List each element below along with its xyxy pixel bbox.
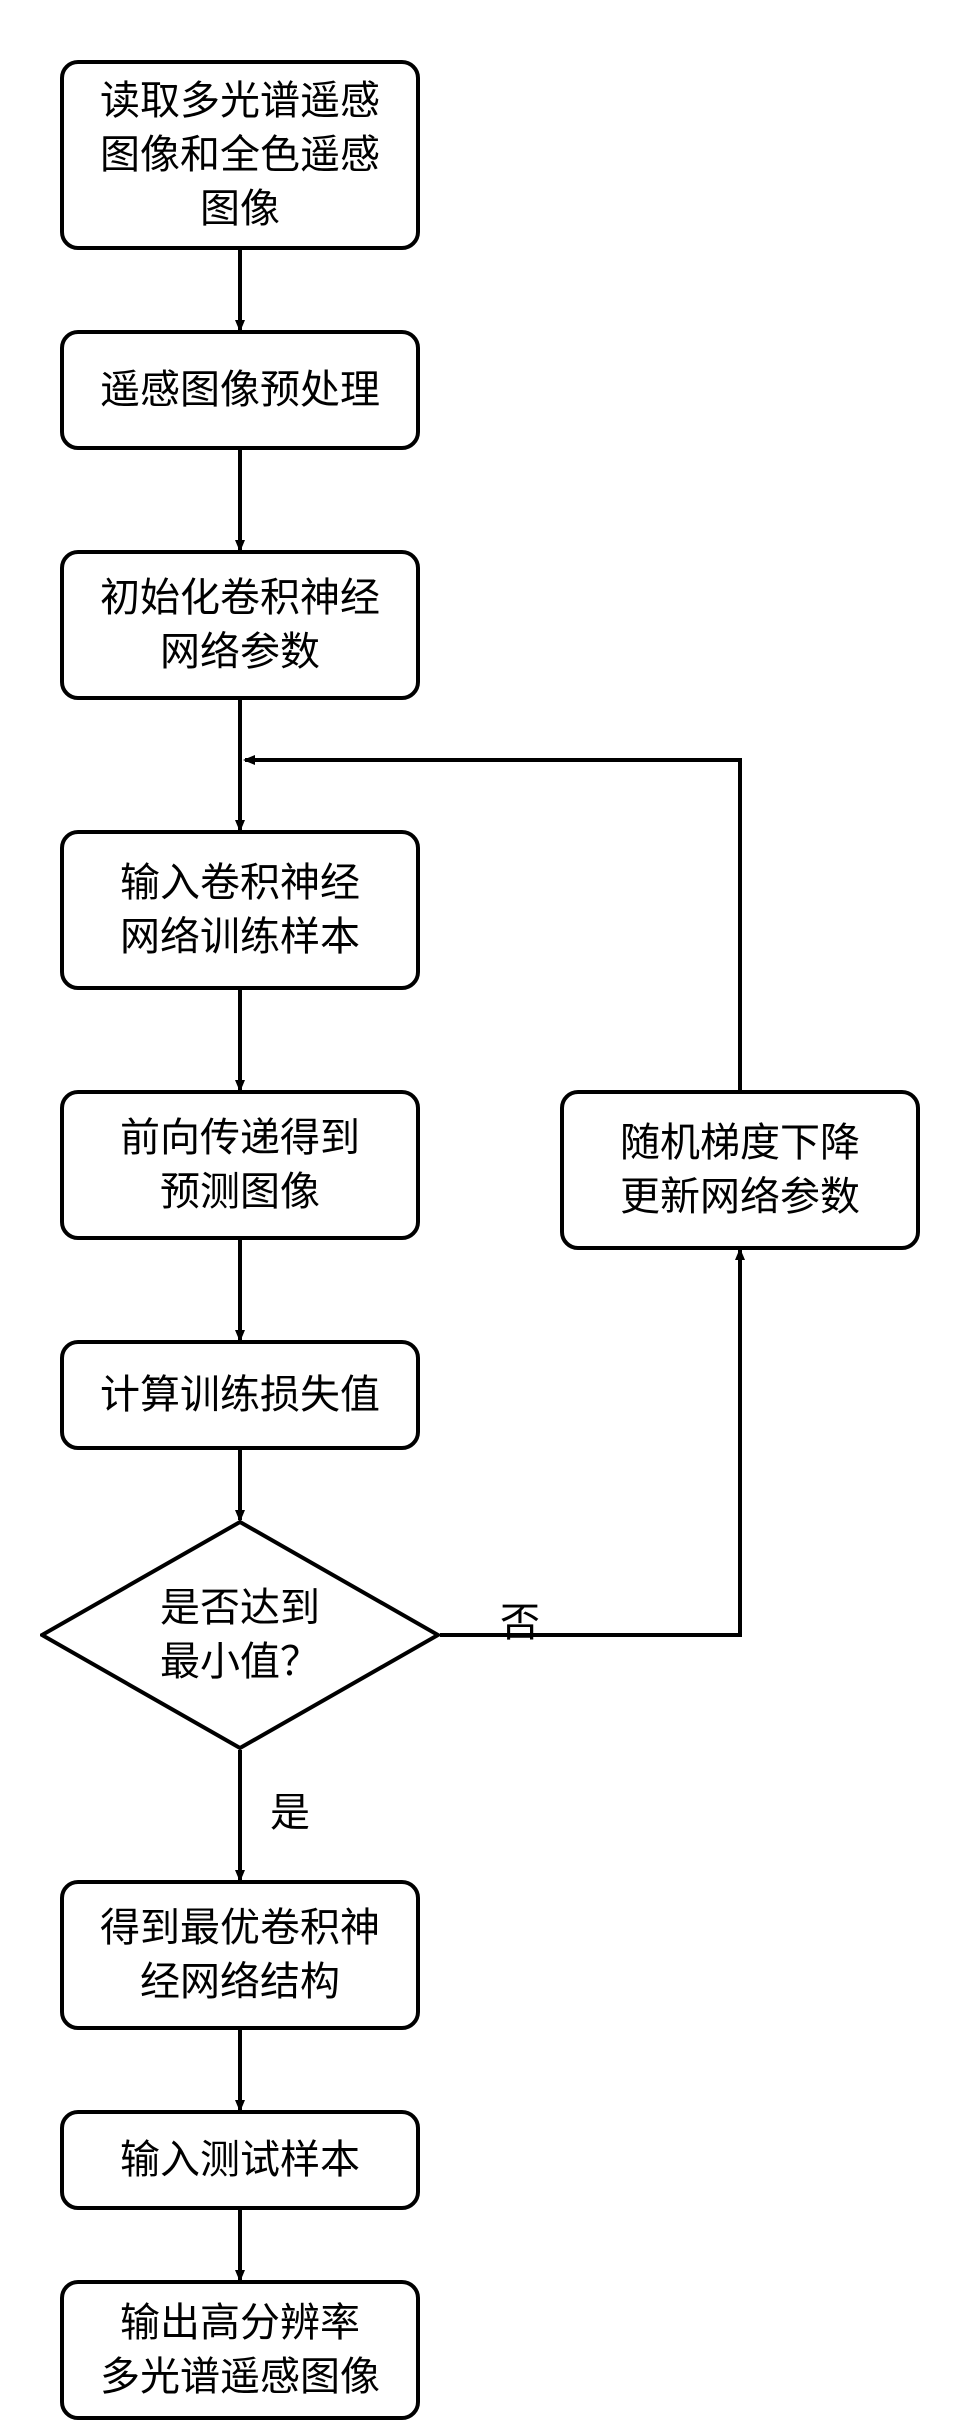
- node-calc-loss: 计算训练损失值: [60, 1340, 420, 1450]
- node-init-cnn: 初始化卷积神经网络参数: [60, 550, 420, 700]
- node-decision-min: 是否达到最小值？: [40, 1520, 440, 1750]
- node-input-test: 输入测试样本: [60, 2110, 420, 2210]
- node-input-train: 输入卷积神经网络训练样本: [60, 830, 420, 990]
- node-preprocess: 遥感图像预处理: [60, 330, 420, 450]
- decision-label: 是否达到最小值？: [160, 1581, 320, 1689]
- node-forward-pass: 前向传递得到预测图像: [60, 1090, 420, 1240]
- node-output: 输出高分辨率多光谱遥感图像: [60, 2280, 420, 2420]
- edge-label-no: 否: [500, 1590, 540, 1648]
- node-read-image: 读取多光谱遥感图像和全色遥感图像: [60, 60, 420, 250]
- node-sgd-update: 随机梯度下降更新网络参数: [560, 1090, 920, 1250]
- node-optimal-cnn: 得到最优卷积神经网络结构: [60, 1880, 420, 2030]
- edge-label-yes: 是: [270, 1780, 310, 1838]
